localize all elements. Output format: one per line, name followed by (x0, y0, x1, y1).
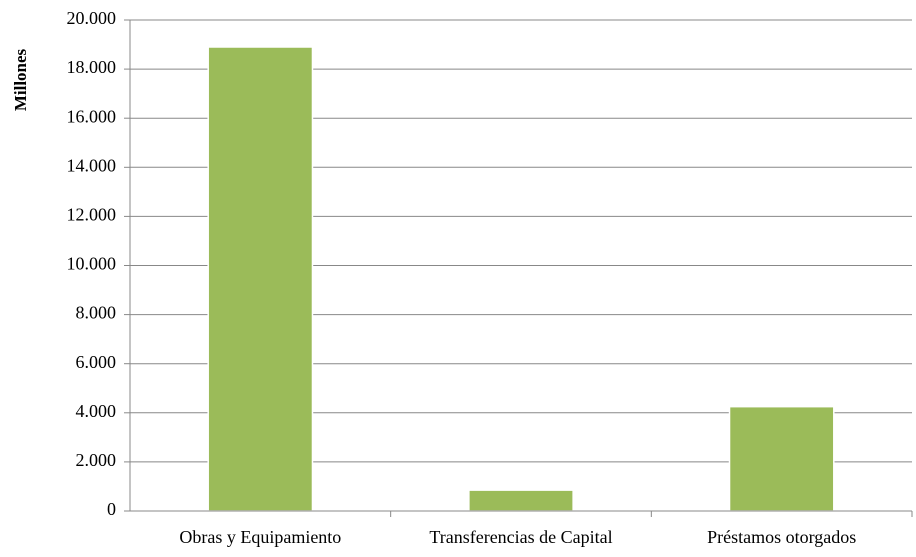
y-tick-label: 0 (107, 499, 116, 519)
bar (728, 405, 835, 512)
x-tick-label: Transferencias de Capital (429, 527, 612, 547)
y-tick-label: 8.000 (76, 303, 117, 323)
bar (207, 46, 314, 512)
y-tick-label: 2.000 (76, 450, 117, 470)
y-tick-label: 4.000 (76, 401, 117, 421)
y-tick-label: 14.000 (67, 155, 117, 175)
y-tick-label: 10.000 (67, 254, 117, 274)
x-tick-label: Préstamos otorgados (707, 527, 856, 547)
y-tick-label: 6.000 (76, 352, 117, 372)
y-axis-label: Millones (11, 48, 30, 111)
y-tick-label: 16.000 (67, 106, 117, 126)
y-tick-label: 12.000 (67, 205, 117, 225)
y-tick-label: 18.000 (67, 57, 117, 77)
y-tick-label: 20.000 (67, 8, 117, 28)
x-tick-label: Obras y Equipamiento (179, 527, 341, 547)
bar (468, 489, 574, 512)
